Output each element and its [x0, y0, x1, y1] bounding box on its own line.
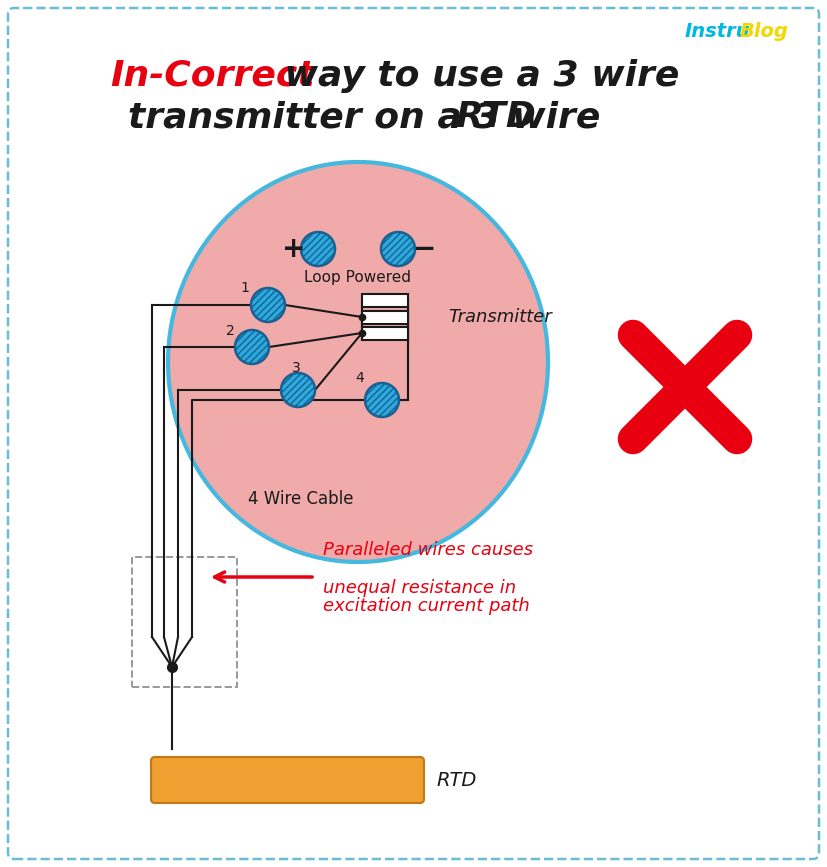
Text: 2: 2 [226, 324, 234, 338]
FancyBboxPatch shape [151, 757, 424, 803]
Text: RTD: RTD [455, 100, 536, 134]
Circle shape [381, 232, 415, 266]
Text: In-Correct: In-Correct [110, 59, 314, 93]
Bar [362, 310, 408, 323]
Circle shape [281, 373, 315, 407]
Text: 1: 1 [241, 281, 250, 295]
Circle shape [235, 330, 269, 364]
Text: 3: 3 [292, 361, 300, 375]
FancyArrowPatch shape [215, 572, 313, 582]
Text: Loop Powered: Loop Powered [304, 270, 412, 285]
Text: +: + [282, 235, 306, 263]
Text: RTD: RTD [436, 771, 476, 790]
Bar [362, 327, 408, 340]
Text: excitation current path: excitation current path [323, 597, 530, 615]
Text: unequal resistance in: unequal resistance in [323, 579, 516, 597]
Text: 4: 4 [356, 371, 365, 385]
Circle shape [365, 383, 399, 417]
Bar [362, 294, 408, 307]
Text: transmitter on a 3 wire: transmitter on a 3 wire [128, 100, 613, 134]
Circle shape [251, 288, 285, 322]
Text: 4 Wire Cable: 4 Wire Cable [248, 490, 353, 508]
Text: Instru: Instru [685, 22, 751, 41]
Text: way to use a 3 wire: way to use a 3 wire [272, 59, 679, 93]
Ellipse shape [168, 162, 548, 562]
Circle shape [301, 232, 335, 266]
Text: Transmitter: Transmitter [448, 308, 552, 326]
Text: Paralleled wires causes: Paralleled wires causes [323, 541, 533, 559]
FancyBboxPatch shape [8, 8, 819, 859]
Text: −: − [414, 235, 437, 263]
Text: Blog: Blog [740, 22, 789, 41]
